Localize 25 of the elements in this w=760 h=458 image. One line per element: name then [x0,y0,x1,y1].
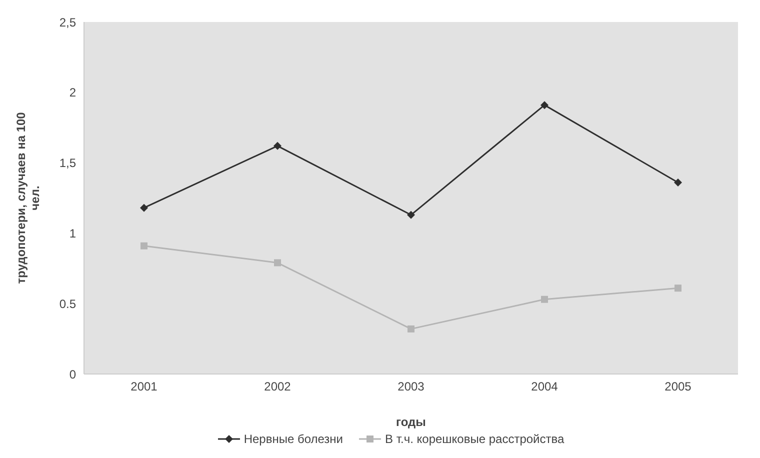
x-tick-label: 2001 [130,380,158,394]
legend-label: В т.ч. корешковые расстройства [384,432,564,446]
x-axis-title: годы [396,415,426,429]
y-tick-label: 2,5 [59,15,76,30]
y-tick-label: 0.5 [59,296,76,311]
point [140,204,148,212]
point [274,259,281,266]
y-tick-label: 1 [69,226,76,240]
point [540,101,548,110]
y-axis-title: трудопотери, случаев на 100 чел. [14,112,42,284]
point [674,284,682,292]
point [140,242,148,250]
y-tick-label: 2 [69,86,76,100]
point [674,178,682,187]
x-tick-label: 2002 [264,380,292,394]
y-tick-label: 1,5 [59,156,76,170]
point [274,142,282,150]
legend-label: Нервные болезни [242,432,343,446]
point [541,296,548,303]
y-tick-label: 0 [69,367,76,382]
point [408,325,414,332]
point [407,210,415,219]
x-tick-label: 2004 [531,380,558,394]
x-tick-label: 2005 [664,380,692,394]
x-tick-label: 2003 [398,380,425,394]
